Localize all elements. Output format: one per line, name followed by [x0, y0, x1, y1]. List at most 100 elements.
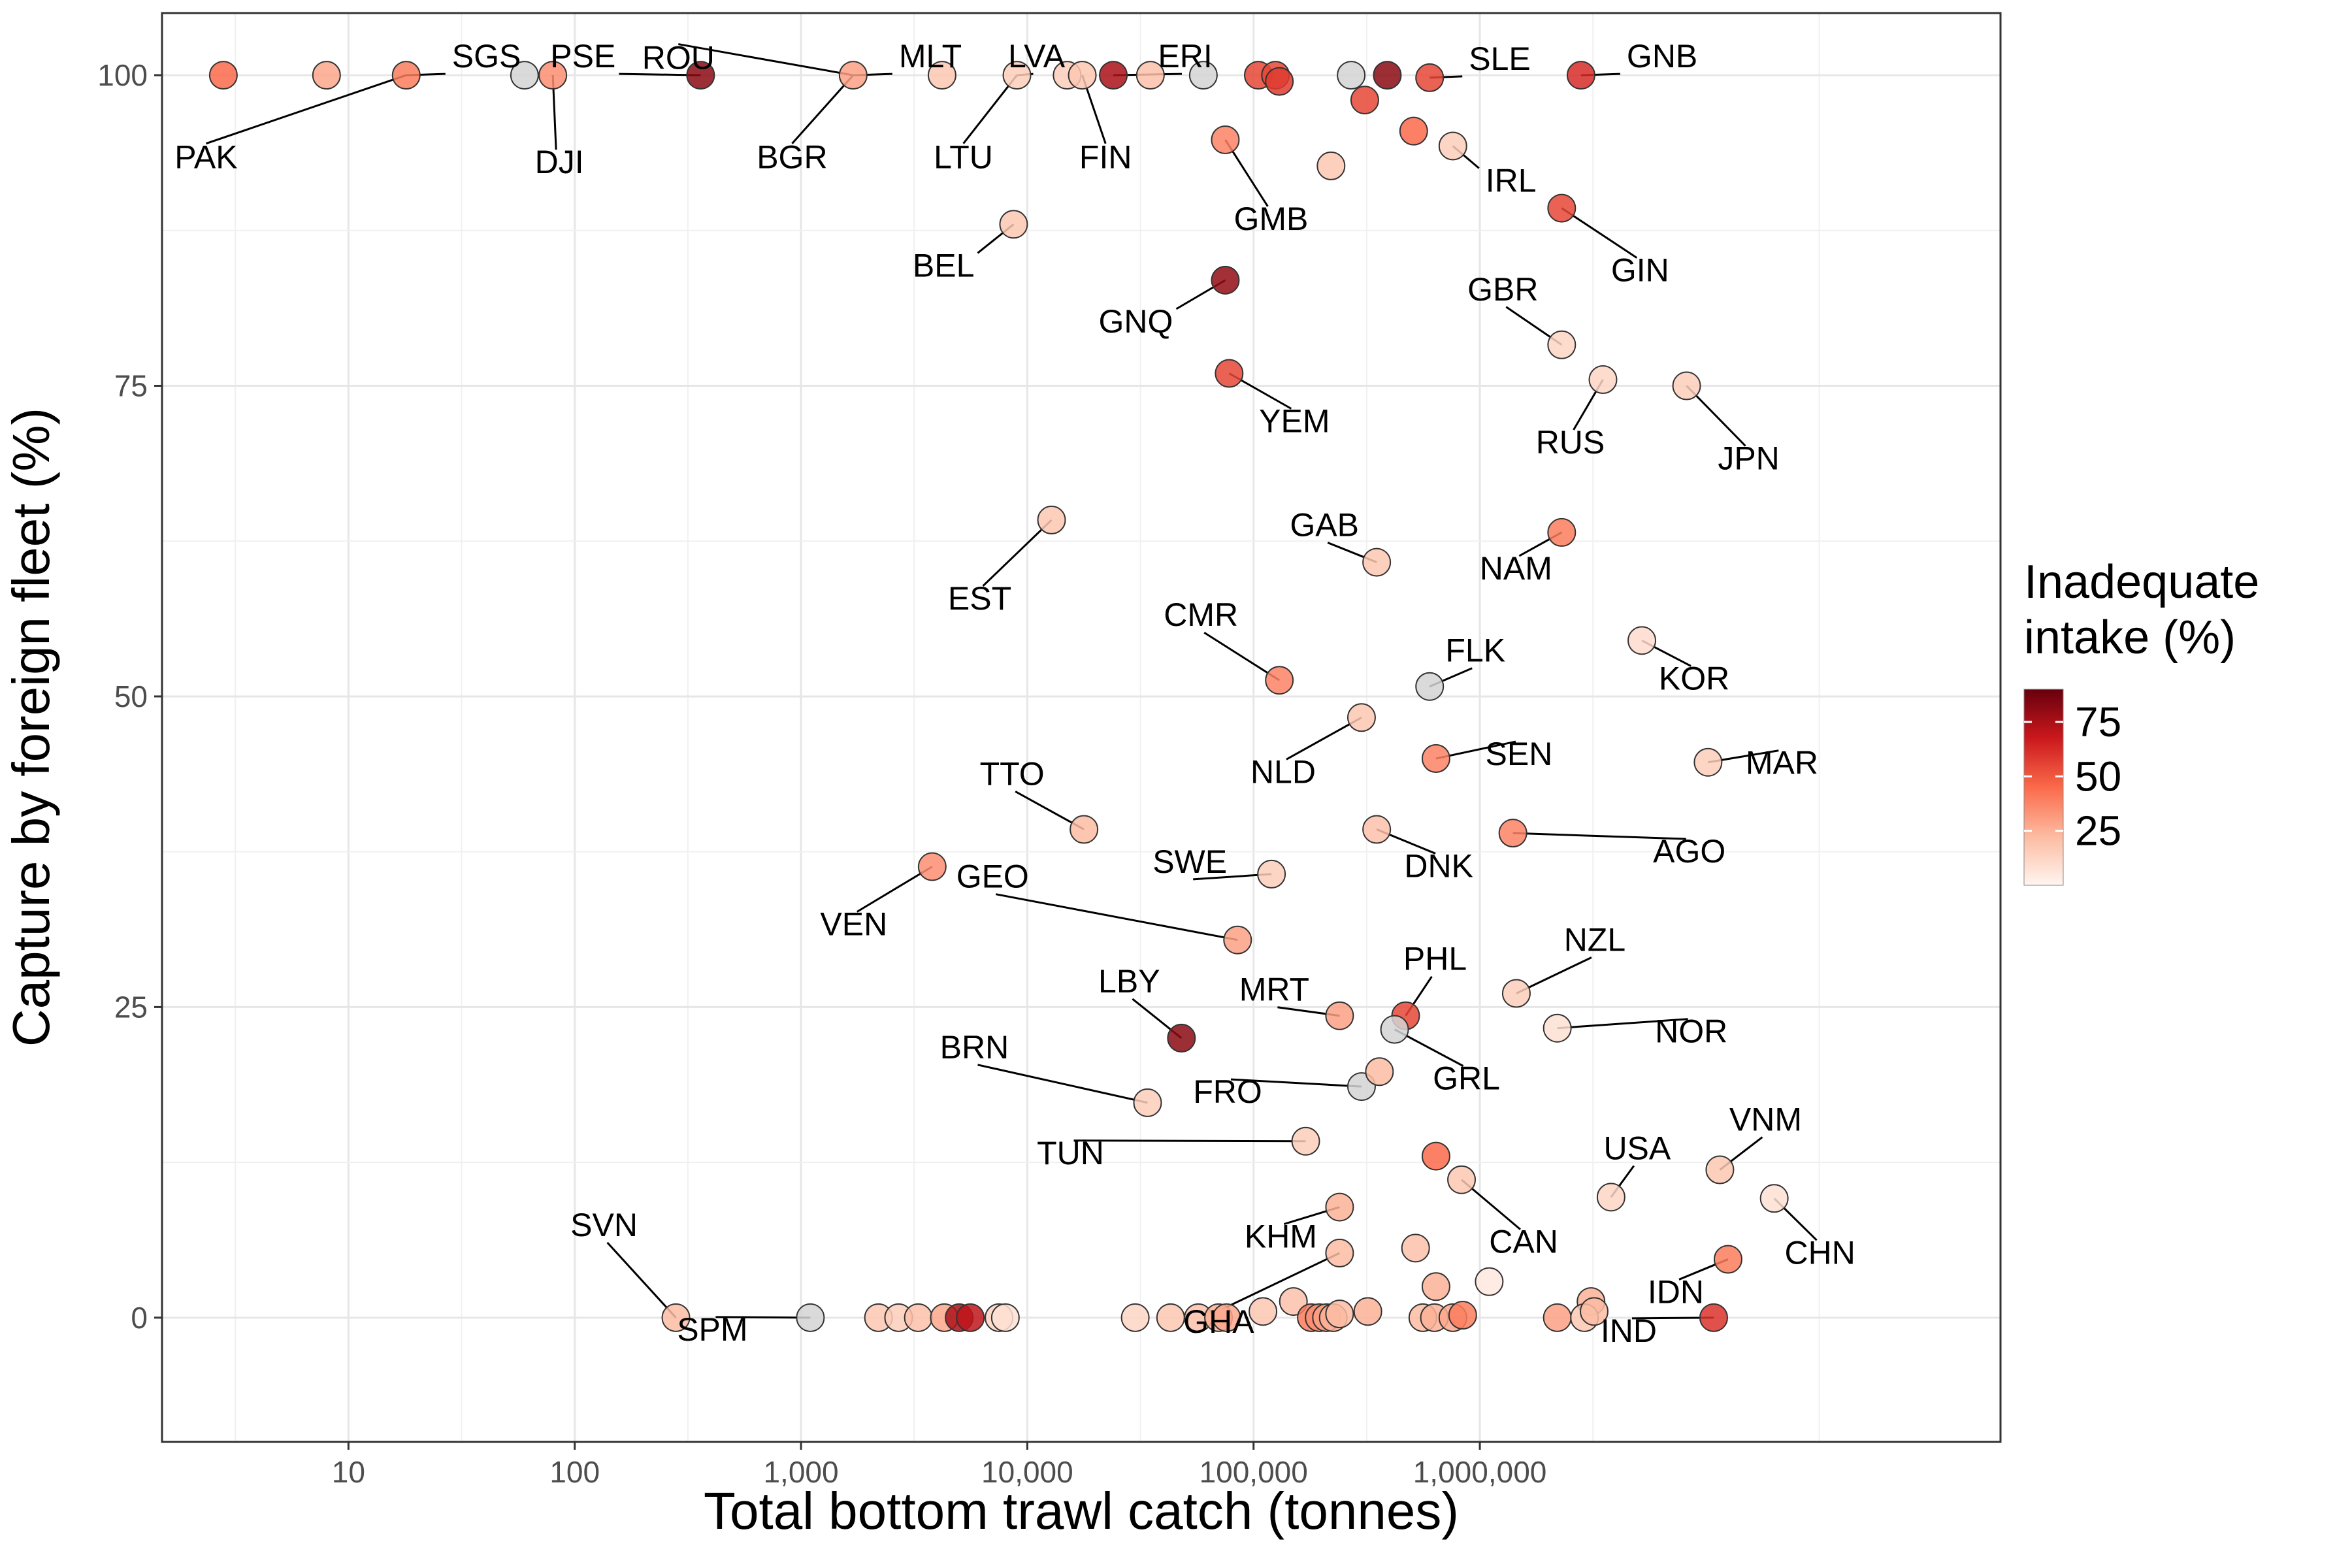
legend-title-line-2: intake (%) [2024, 612, 2236, 664]
label-connector [205, 74, 407, 145]
label-connector [715, 1316, 811, 1319]
point-label: PAK [174, 139, 237, 176]
data-point [1713, 1245, 1742, 1274]
data-point [1566, 61, 1595, 90]
data-point [1212, 1303, 1241, 1332]
y-axis-title: Capture by foreign fleet (%) [2, 408, 60, 1047]
label-connector [1557, 1018, 1688, 1030]
data-point [1350, 86, 1379, 115]
point-label: GEO [956, 858, 1029, 895]
data-point [1373, 61, 1402, 90]
point-label: SVN [570, 1207, 638, 1243]
point-label: GHA [1183, 1303, 1254, 1340]
data-point [1362, 815, 1392, 844]
point-label: FLK [1445, 632, 1505, 669]
point-label: SWE [1152, 843, 1227, 880]
data-point [1415, 672, 1445, 701]
point-labels: SGS DJI PSE MLT LVA ERI SLE GNB IRL GMB BEL GIN GNQ G… [174, 38, 1855, 1349]
x-axis-ticks: 10 100 1,000 10,000 100,000 1,000,000 [332, 1442, 1547, 1489]
data-point [1759, 1184, 1789, 1213]
y-axis-ticks: 0 25 50 75 100 [97, 58, 162, 1335]
data-point [1543, 1013, 1572, 1043]
point-label: MLT [899, 38, 962, 74]
data-point [1699, 1303, 1728, 1332]
legend-title-line-1: Inadequate [2024, 556, 2259, 608]
y-tick-label: 100 [97, 58, 148, 92]
data-point [1337, 61, 1366, 90]
point-label: GIN [1611, 252, 1669, 289]
point-label: JPN [1718, 440, 1779, 477]
data-point [1120, 1303, 1150, 1332]
data-point [1325, 1299, 1354, 1329]
label-connector [977, 1064, 1148, 1104]
point-label: AGO [1653, 833, 1725, 870]
point-label: RUS [1536, 424, 1605, 461]
data-point [1672, 371, 1701, 400]
point-label: KHM [1245, 1218, 1317, 1255]
data-point [1002, 61, 1032, 90]
point-label: TTO [980, 755, 1045, 792]
data-point [1596, 1183, 1625, 1212]
data-point [1693, 747, 1723, 777]
data-point [1421, 1141, 1450, 1171]
data-point [1447, 1165, 1477, 1194]
label-connector [1512, 832, 1686, 840]
point-label: PSE [550, 38, 615, 74]
point-label: DNK [1404, 847, 1473, 884]
data-point [312, 61, 341, 90]
point-label: KOR [1659, 660, 1729, 696]
data-point [510, 61, 539, 90]
data-point [1365, 1057, 1394, 1086]
label-connector [962, 74, 1018, 144]
point-label: ROU [642, 40, 715, 76]
point-label: NAM [1480, 550, 1552, 587]
data-point [1068, 61, 1097, 90]
data-point [917, 852, 947, 881]
data-point [1438, 131, 1467, 161]
x-tick-label: 10,000 [981, 1455, 1073, 1489]
data-point [1037, 505, 1066, 534]
point-label: FIN [1079, 139, 1132, 176]
data-point [999, 210, 1028, 239]
data-point [1249, 1297, 1278, 1326]
point-label: BRN [940, 1029, 1009, 1066]
point-label: CHN [1784, 1234, 1855, 1271]
point-label: IRL [1486, 162, 1537, 199]
x-tick-label: 1,000,000 [1413, 1455, 1547, 1489]
data-points [208, 61, 1789, 1332]
data-point [796, 1303, 825, 1332]
legend-ticks: 75 50 25 [2024, 698, 2121, 855]
point-label: VNM [1729, 1102, 1802, 1138]
data-point [1380, 1015, 1409, 1044]
data-point [1415, 63, 1445, 92]
data-point [208, 61, 238, 90]
point-label: USA [1603, 1130, 1671, 1166]
point-label: NZL [1564, 921, 1625, 958]
data-point [1167, 1023, 1196, 1053]
data-point [1325, 1192, 1354, 1222]
data-point [1211, 265, 1240, 295]
point-label: LTU [934, 139, 993, 176]
data-point [661, 1303, 691, 1332]
data-point [686, 61, 715, 90]
x-tick-label: 10 [332, 1455, 365, 1489]
point-label: IND [1601, 1313, 1657, 1349]
point-label: ERI [1158, 38, 1212, 74]
data-point [1580, 1297, 1609, 1326]
label-connector [791, 74, 854, 144]
point-label: GRL [1433, 1060, 1500, 1097]
label-connector [1221, 1252, 1341, 1311]
x-tick-label: 100,000 [1200, 1455, 1308, 1489]
data-point [1627, 626, 1657, 655]
data-point [538, 61, 568, 90]
point-label: NOR [1655, 1013, 1727, 1050]
data-point [1448, 1301, 1477, 1330]
y-tick-label: 25 [114, 990, 148, 1024]
data-point [1705, 1155, 1735, 1184]
point-label: SEN [1486, 736, 1553, 772]
data-point [1316, 151, 1346, 180]
point-label: SLE [1469, 41, 1531, 77]
point-label: FRO [1193, 1073, 1262, 1110]
point-label: BEL [913, 247, 975, 284]
